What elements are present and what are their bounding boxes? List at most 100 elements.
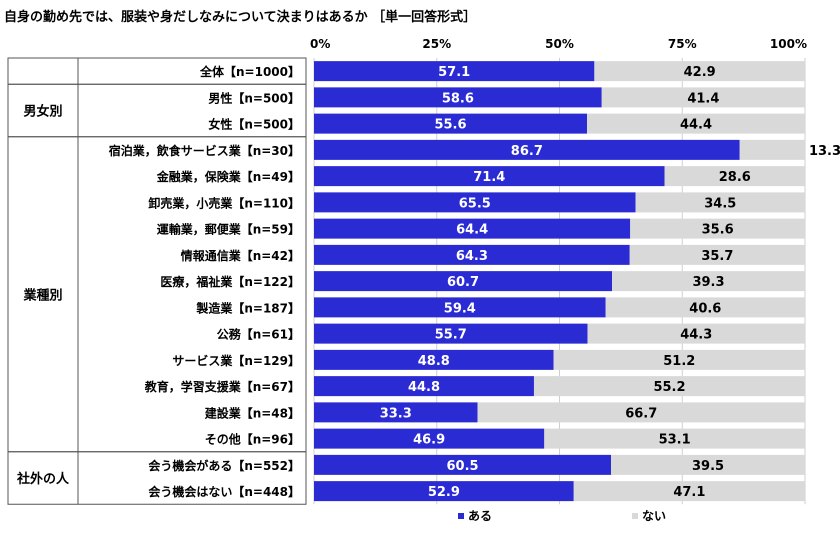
data-label-aru: 48.8 [418, 354, 450, 369]
bar-nai [553, 349, 805, 370]
data-label-aru: 65.5 [459, 196, 491, 211]
bar-nai [594, 61, 805, 82]
category-label: 会う機会がある【n=552】 [148, 458, 300, 473]
bar-aru [314, 61, 595, 82]
bar-aru [314, 481, 574, 502]
data-label-aru: 55.6 [434, 118, 466, 133]
data-label-nai: 40.6 [689, 301, 721, 316]
category-label: 建設業【n=48】 [204, 405, 300, 420]
category-label: その他【n=96】 [205, 432, 300, 447]
bar-aru [314, 323, 588, 344]
bar-aru [314, 192, 636, 213]
data-label-nai: 35.6 [702, 223, 734, 238]
bar-nai [477, 402, 805, 423]
x-tick-label: 50% [545, 37, 574, 51]
category-label: サービス業【n=129】 [172, 353, 300, 368]
bar-aru [314, 454, 612, 475]
data-label-nai: 44.4 [680, 118, 712, 133]
category-label: 医療，福祉業【n=122】 [160, 274, 300, 289]
data-label-aru: 58.6 [442, 91, 474, 106]
category-label: 教育，学習支援業【n=67】 [144, 379, 300, 394]
category-label: 情報通信業【n=42】 [181, 248, 300, 263]
data-label-aru: 59.4 [444, 301, 476, 316]
data-label-aru: 86.7 [511, 144, 543, 159]
x-tick-label: 0% [310, 37, 330, 51]
data-label-nai: 28.6 [719, 170, 751, 185]
bar-aru [314, 87, 602, 108]
data-label-nai: 39.3 [692, 275, 724, 290]
bar-aru [314, 139, 740, 160]
bar-aru [314, 297, 606, 318]
bar-nai [587, 323, 805, 344]
bar-nai [611, 454, 805, 475]
bar-nai [629, 244, 805, 265]
data-label-aru: 60.7 [447, 275, 479, 290]
data-label-nai: 35.7 [701, 249, 733, 264]
x-tick-label: 100% [770, 37, 807, 51]
bar-nai [635, 192, 805, 213]
data-label-aru: 57.1 [438, 65, 470, 80]
x-tick-label: 75% [668, 37, 697, 51]
group-label: 業種別 [22, 287, 62, 303]
data-label-nai: 42.9 [684, 65, 716, 80]
bar-aru [314, 376, 534, 397]
data-label-aru: 64.4 [456, 223, 488, 238]
bar-nai [664, 166, 805, 187]
data-label-aru: 60.5 [446, 459, 478, 474]
data-label-aru: 71.4 [473, 170, 505, 185]
bar-nai [601, 87, 805, 108]
bar-aru [314, 113, 587, 134]
bar-nai [586, 113, 805, 134]
bar-nai [605, 297, 805, 318]
bar-nai [630, 218, 805, 239]
data-label-aru: 64.3 [456, 249, 488, 264]
group-label: 男女別 [23, 104, 62, 120]
category-label: 製造業【n=187】 [195, 300, 300, 315]
bar-aru [314, 166, 665, 187]
data-label-aru: 44.8 [408, 380, 440, 395]
data-label-nai: 66.7 [625, 406, 657, 421]
data-label-aru: 33.3 [380, 406, 412, 421]
category-label: 公務【n=61】 [217, 327, 300, 342]
x-tick-label: 25% [422, 37, 451, 51]
bar-nai [739, 139, 805, 160]
chart-title: 自身の勤め先では、服装や身だしなみについて決まりはあるか ［単一回答形式］ [4, 10, 477, 25]
legend-swatch-aru [458, 513, 464, 519]
category-label: 会う機会はない【n=448】 [148, 484, 300, 499]
bar-nai [533, 376, 805, 397]
data-label-aru: 46.9 [413, 433, 445, 448]
bar-aru [314, 402, 478, 423]
bar-aru [314, 428, 545, 449]
data-label-aru: 52.9 [428, 485, 460, 500]
legend-label-aru: ある [468, 509, 492, 523]
category-label: 女性【n=500】 [208, 117, 300, 132]
data-label-nai: 39.5 [692, 459, 724, 474]
bar-aru [314, 218, 631, 239]
data-label-nai: 53.1 [659, 433, 691, 448]
legend-label-nai: ない [642, 509, 666, 523]
data-label-nai: 51.2 [663, 354, 695, 369]
data-label-nai: 44.3 [680, 328, 712, 343]
data-label-aru: 55.7 [435, 328, 467, 343]
category-label: 全体【n=1000】 [199, 64, 300, 79]
category-label: 卸売業，小売業【n=110】 [148, 195, 300, 210]
data-label-nai: 41.4 [687, 91, 719, 106]
bar-nai [612, 271, 805, 292]
legend-swatch-nai [632, 513, 638, 519]
group-box [7, 451, 307, 505]
bar-aru [314, 349, 554, 370]
category-label: 宿泊業，飲食サービス業【n=30】 [109, 143, 300, 158]
data-label-nai: 34.5 [704, 196, 736, 211]
category-label: 男性【n=500】 [208, 90, 300, 105]
category-label: 運輸業，郵便業【n=59】 [157, 222, 300, 237]
group-label: 社外の人 [16, 471, 70, 487]
bar-nai [544, 428, 805, 449]
bar-nai [573, 481, 805, 502]
bar-aru [314, 244, 630, 265]
data-label-nai: 55.2 [653, 380, 685, 395]
category-label: 金融業，保険業【n=49】 [156, 169, 300, 184]
bar-aru [314, 271, 613, 292]
data-label-nai: 47.1 [673, 485, 705, 500]
data-label-nai: 13.3 [809, 144, 840, 159]
